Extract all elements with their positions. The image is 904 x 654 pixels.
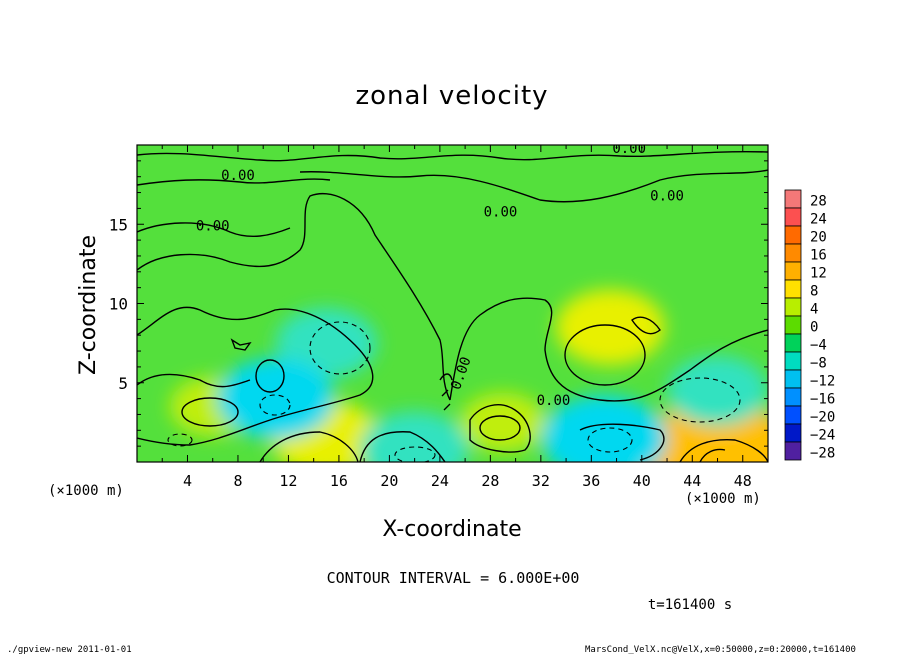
x-tick-labels: 4 8 12 16 20 24 28 32 36 40 44 48 bbox=[183, 472, 752, 490]
colorbar-tick-label: 8 bbox=[810, 283, 818, 299]
field-extremum-min bbox=[360, 411, 470, 462]
contour-lines bbox=[137, 151, 768, 462]
colorbar-swatch bbox=[784, 189, 802, 209]
colorbar-swatch bbox=[784, 243, 802, 263]
colorbar-tick-label: 28 bbox=[810, 193, 827, 209]
colorbar-tick-label: −4 bbox=[810, 337, 827, 353]
colorbar-tick-label: −16 bbox=[810, 391, 835, 407]
contour-label: 0.00 bbox=[196, 219, 230, 235]
x-tick-label: 20 bbox=[380, 472, 398, 490]
colorbar-tick-label: −12 bbox=[810, 373, 835, 389]
plot-area: 0.000.000.000.000.000.000.00 bbox=[137, 141, 768, 462]
field-extremum-min bbox=[217, 358, 335, 440]
y-tick-label: 10 bbox=[109, 295, 128, 314]
contour-label: 0.00 bbox=[612, 141, 646, 157]
y-tick-label: 15 bbox=[109, 215, 128, 234]
colorbar-swatch bbox=[784, 279, 802, 299]
colorbar-tick-label: 20 bbox=[810, 229, 827, 245]
x-tick-label: 24 bbox=[431, 472, 449, 490]
field-extremum-max bbox=[555, 289, 665, 366]
y-axis-label: Z-coordinate bbox=[76, 235, 101, 375]
contour-label: 0.00 bbox=[537, 393, 571, 409]
colorbar-swatch bbox=[784, 369, 802, 389]
colorbar: 28 24 20 16 12 8 4 0 −4 −8 −12 −16 −20 −24 −28 bbox=[784, 189, 835, 461]
x-tick-label: 28 bbox=[481, 472, 499, 490]
colorbar-tick-label: 12 bbox=[810, 265, 827, 281]
x-axis-label: X-coordinate bbox=[382, 517, 521, 542]
time-label: t=161400 s bbox=[648, 597, 732, 613]
field-extremum-min bbox=[275, 308, 377, 379]
colorbar-swatch bbox=[784, 297, 802, 317]
contour-label: 0.00 bbox=[650, 188, 684, 204]
contour-label: 0.00 bbox=[221, 168, 255, 184]
x-tick-label: 4 bbox=[183, 472, 192, 490]
contour-lines-negative bbox=[167, 321, 741, 462]
x-unit-label-right: (×1000 m) bbox=[685, 491, 761, 507]
colorbar-tick-label: −24 bbox=[810, 427, 835, 443]
colorbar-swatch bbox=[784, 315, 802, 335]
colorbar-swatch bbox=[784, 351, 802, 371]
x-tick-label: 32 bbox=[532, 472, 550, 490]
colorbar-swatch bbox=[784, 333, 802, 353]
colorbar-tick-label: 24 bbox=[810, 211, 827, 227]
colorbar-swatch bbox=[784, 387, 802, 407]
x-tick-label: 36 bbox=[582, 472, 600, 490]
footer-left: ./gpview-new 2011-01-01 bbox=[7, 645, 132, 654]
y-tick-labels: 5 10 15 bbox=[109, 215, 128, 393]
x-tick-label: 44 bbox=[683, 472, 701, 490]
y-tick-label: 5 bbox=[118, 374, 128, 393]
colorbar-tick-label: 0 bbox=[810, 319, 818, 335]
x-unit-label-left: (×1000 m) bbox=[48, 483, 124, 499]
colorbar-tick-label: −20 bbox=[810, 409, 835, 425]
field-extremum-min bbox=[666, 355, 768, 426]
axis-ticks bbox=[136, 144, 769, 463]
colorbar-tick-label: −8 bbox=[810, 355, 827, 371]
colorbar-tick-label: 16 bbox=[810, 247, 827, 263]
colorbar-swatch bbox=[784, 261, 802, 281]
colorbar-swatch bbox=[784, 225, 802, 245]
colorbar-swatch bbox=[784, 207, 802, 227]
colorbar-tick-label: 4 bbox=[810, 301, 818, 317]
chart-title: zonal velocity bbox=[355, 81, 548, 111]
colorbar-swatch bbox=[784, 405, 802, 425]
field-extremum-max bbox=[460, 392, 546, 453]
contour-interval-text: CONTOUR INTERVAL = 6.000E+00 bbox=[327, 569, 580, 587]
x-tick-label: 8 bbox=[233, 472, 242, 490]
colorbar-swatch bbox=[784, 441, 802, 461]
x-tick-label: 48 bbox=[734, 472, 752, 490]
x-tick-label: 12 bbox=[279, 472, 297, 490]
x-tick-label: 40 bbox=[633, 472, 651, 490]
colorbar-swatch bbox=[784, 423, 802, 443]
x-tick-label: 16 bbox=[330, 472, 348, 490]
colorbar-tick-label: −28 bbox=[810, 445, 835, 461]
footer-right: MarsCond_VelX.nc@VelX,x=0:50000,z=0:2000… bbox=[585, 645, 856, 654]
contour-label: 0.00 bbox=[484, 204, 518, 220]
